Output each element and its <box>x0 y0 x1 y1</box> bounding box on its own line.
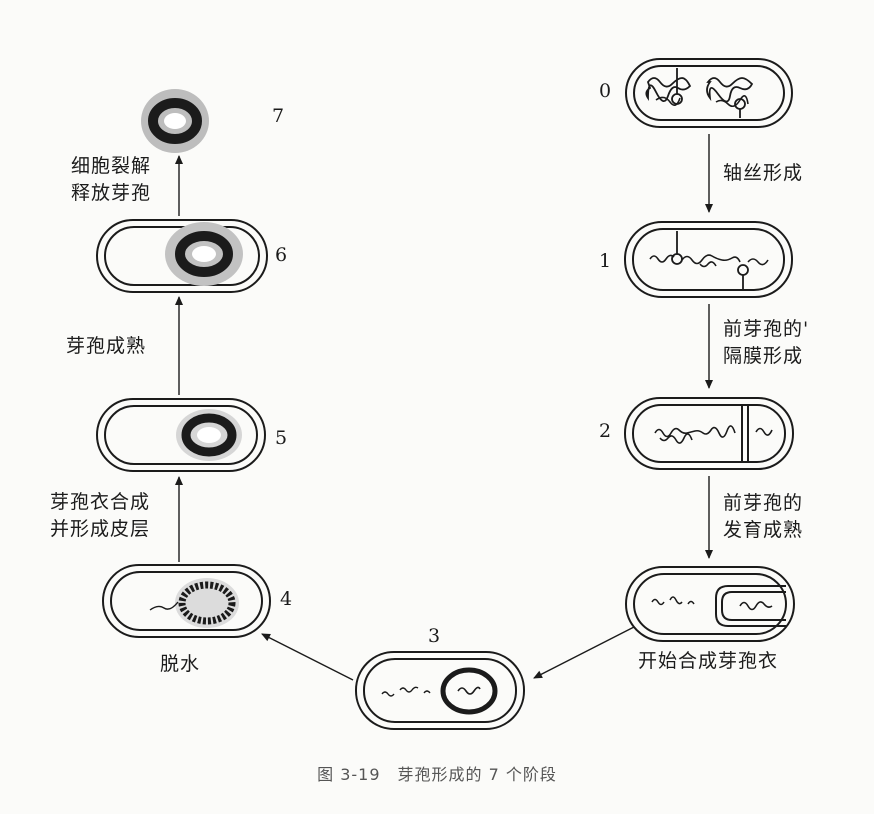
stage-3-number: 3 <box>428 625 441 647</box>
stage-7-number: 7 <box>272 105 285 127</box>
stage-1-number: 1 <box>599 250 612 272</box>
label-spore-mature: 芽孢成熟 <box>66 335 147 357</box>
label-coat-and-cortex-line1: 芽孢衣合成 <box>50 491 151 513</box>
figure-caption: 图 3-19 芽孢形成的 7 个阶段 <box>317 765 557 784</box>
arrow-engulf-to-3 <box>533 626 635 679</box>
label-dehydration: 脱水 <box>160 653 201 675</box>
engulfment-cell <box>625 566 795 642</box>
stage-2-number: 2 <box>599 420 612 442</box>
label-forespore-maturation: 前芽孢的 发育成熟 <box>723 490 803 544</box>
label-cell-lysis-line1: 细胞裂解 <box>71 155 152 177</box>
label-cell-lysis: 细胞裂解 释放芽孢 <box>71 153 151 207</box>
stage-6-cell <box>96 219 268 293</box>
stage-2-cell <box>624 397 794 470</box>
label-axial-filament: 轴丝形成 <box>723 162 804 184</box>
stage-5-cell <box>96 398 266 472</box>
label-coat-start: 开始合成芽孢衣 <box>638 650 779 672</box>
stage-3-cell <box>355 651 525 730</box>
stage-6-number: 6 <box>275 244 288 266</box>
stage-4-number: 4 <box>280 588 293 610</box>
stage-4-cell <box>102 564 271 638</box>
label-forespore-maturation-line2: 发育成熟 <box>723 519 804 541</box>
stage-0-number: 0 <box>599 80 612 102</box>
stage-0-cell <box>625 58 793 128</box>
label-forespore-maturation-line1: 前芽孢的 <box>723 492 804 514</box>
arrow-3-to-4 <box>261 633 354 681</box>
stage-7-free-spore <box>141 89 209 153</box>
stage-1-cell <box>624 221 793 298</box>
label-forespore-septum-line2: 隔膜形成 <box>723 345 804 367</box>
label-cell-lysis-line2: 释放芽孢 <box>71 182 152 204</box>
stage-5-number: 5 <box>275 427 288 449</box>
label-coat-and-cortex-line2: 并形成皮层 <box>50 518 151 540</box>
label-forespore-septum-line1: 前芽孢的' <box>723 318 810 340</box>
label-coat-and-cortex: 芽孢衣合成 并形成皮层 <box>50 489 150 543</box>
label-forespore-septum: 前芽孢的' 隔膜形成 <box>723 316 809 370</box>
